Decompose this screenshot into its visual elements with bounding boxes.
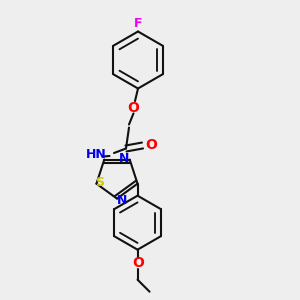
Text: O: O: [133, 256, 144, 270]
Text: O: O: [128, 101, 140, 115]
Text: S: S: [96, 176, 105, 189]
Text: O: O: [146, 139, 158, 152]
Text: HN: HN: [86, 148, 106, 161]
Text: F: F: [134, 17, 142, 30]
Text: N: N: [119, 152, 130, 164]
Text: N: N: [117, 194, 128, 207]
